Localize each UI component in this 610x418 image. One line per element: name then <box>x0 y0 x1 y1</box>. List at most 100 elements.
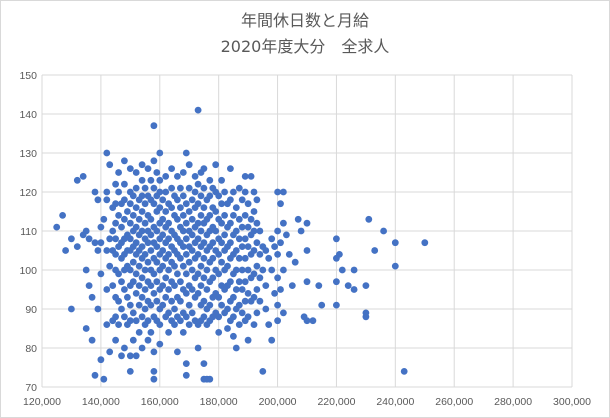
data-point <box>132 204 140 212</box>
data-point <box>235 215 243 223</box>
data-point <box>238 196 246 204</box>
data-point <box>97 223 105 231</box>
data-point <box>153 258 161 266</box>
data-point <box>250 227 258 235</box>
data-point <box>303 247 311 254</box>
data-point <box>174 215 181 223</box>
data-point <box>227 278 234 286</box>
data-point <box>227 239 234 247</box>
data-point <box>253 196 261 204</box>
data-point <box>333 235 340 243</box>
data-point <box>115 188 122 196</box>
data-point <box>121 180 128 188</box>
data-point <box>221 231 229 239</box>
data-point <box>188 247 196 254</box>
data-point <box>121 157 128 165</box>
data-point <box>103 321 111 328</box>
data-point <box>185 184 193 192</box>
data-point <box>224 325 231 332</box>
data-point <box>144 239 152 247</box>
data-point <box>230 293 237 301</box>
data-point <box>362 282 370 289</box>
data-point <box>256 297 264 305</box>
data-point <box>250 208 258 215</box>
data-point <box>94 196 102 204</box>
data-point <box>156 204 164 212</box>
data-point <box>244 336 252 344</box>
data-point <box>253 309 261 317</box>
data-point <box>303 317 311 325</box>
data-point <box>194 219 202 227</box>
data-point <box>244 200 252 208</box>
data-point <box>333 301 340 309</box>
data-point <box>188 286 196 293</box>
data-point <box>182 290 190 297</box>
chart-subtitle: 2020年度大分 全求人 <box>221 37 390 56</box>
data-point <box>153 278 161 286</box>
data-point <box>82 227 90 235</box>
data-point <box>62 247 69 254</box>
data-point <box>141 200 149 208</box>
data-point <box>194 180 202 188</box>
data-point <box>124 208 131 215</box>
data-point <box>132 184 140 192</box>
data-point <box>138 161 146 169</box>
data-point <box>174 173 181 180</box>
data-point <box>238 286 246 293</box>
data-point <box>244 313 252 321</box>
data-point <box>112 313 119 321</box>
data-point <box>156 176 164 184</box>
data-point <box>274 301 281 309</box>
data-point <box>235 235 243 243</box>
data-point <box>250 270 258 278</box>
data-point <box>53 223 61 231</box>
data-point <box>100 215 108 223</box>
data-point <box>91 371 99 379</box>
data-point <box>265 254 273 262</box>
data-point <box>400 368 408 375</box>
data-point <box>244 266 252 274</box>
data-point <box>103 188 111 196</box>
data-point <box>294 215 302 223</box>
data-point <box>112 200 119 208</box>
data-point <box>141 184 149 192</box>
data-point <box>150 157 158 165</box>
data-point <box>147 176 155 184</box>
x-tick-label: 120,000 <box>23 396 61 408</box>
data-point <box>179 329 187 336</box>
chart-title: 年間休日数と月給 <box>241 11 369 30</box>
data-point <box>188 266 196 274</box>
data-point <box>253 286 261 293</box>
data-point <box>159 215 167 223</box>
data-point <box>262 282 270 289</box>
data-point <box>150 184 158 192</box>
data-point <box>238 223 246 231</box>
x-tick-label: 280,000 <box>494 396 532 408</box>
data-point <box>97 270 105 278</box>
data-point <box>147 301 155 309</box>
data-point <box>156 340 164 348</box>
data-point <box>215 251 223 258</box>
data-point <box>141 219 149 227</box>
data-point <box>121 344 128 352</box>
data-point <box>206 176 214 184</box>
data-point <box>288 282 296 289</box>
data-point <box>147 329 155 336</box>
data-point <box>150 368 158 375</box>
data-point <box>268 235 276 243</box>
data-point <box>138 208 146 215</box>
data-point <box>371 247 379 254</box>
data-point <box>59 212 66 219</box>
data-point <box>165 266 173 274</box>
data-point <box>121 215 128 223</box>
data-point <box>118 305 125 313</box>
data-point <box>141 266 149 274</box>
data-point <box>380 227 387 235</box>
data-point <box>168 165 176 173</box>
data-point <box>315 282 323 289</box>
data-point <box>177 278 184 286</box>
data-point <box>138 243 146 251</box>
data-point <box>109 282 117 289</box>
data-point <box>336 251 343 258</box>
data-point <box>132 352 140 360</box>
